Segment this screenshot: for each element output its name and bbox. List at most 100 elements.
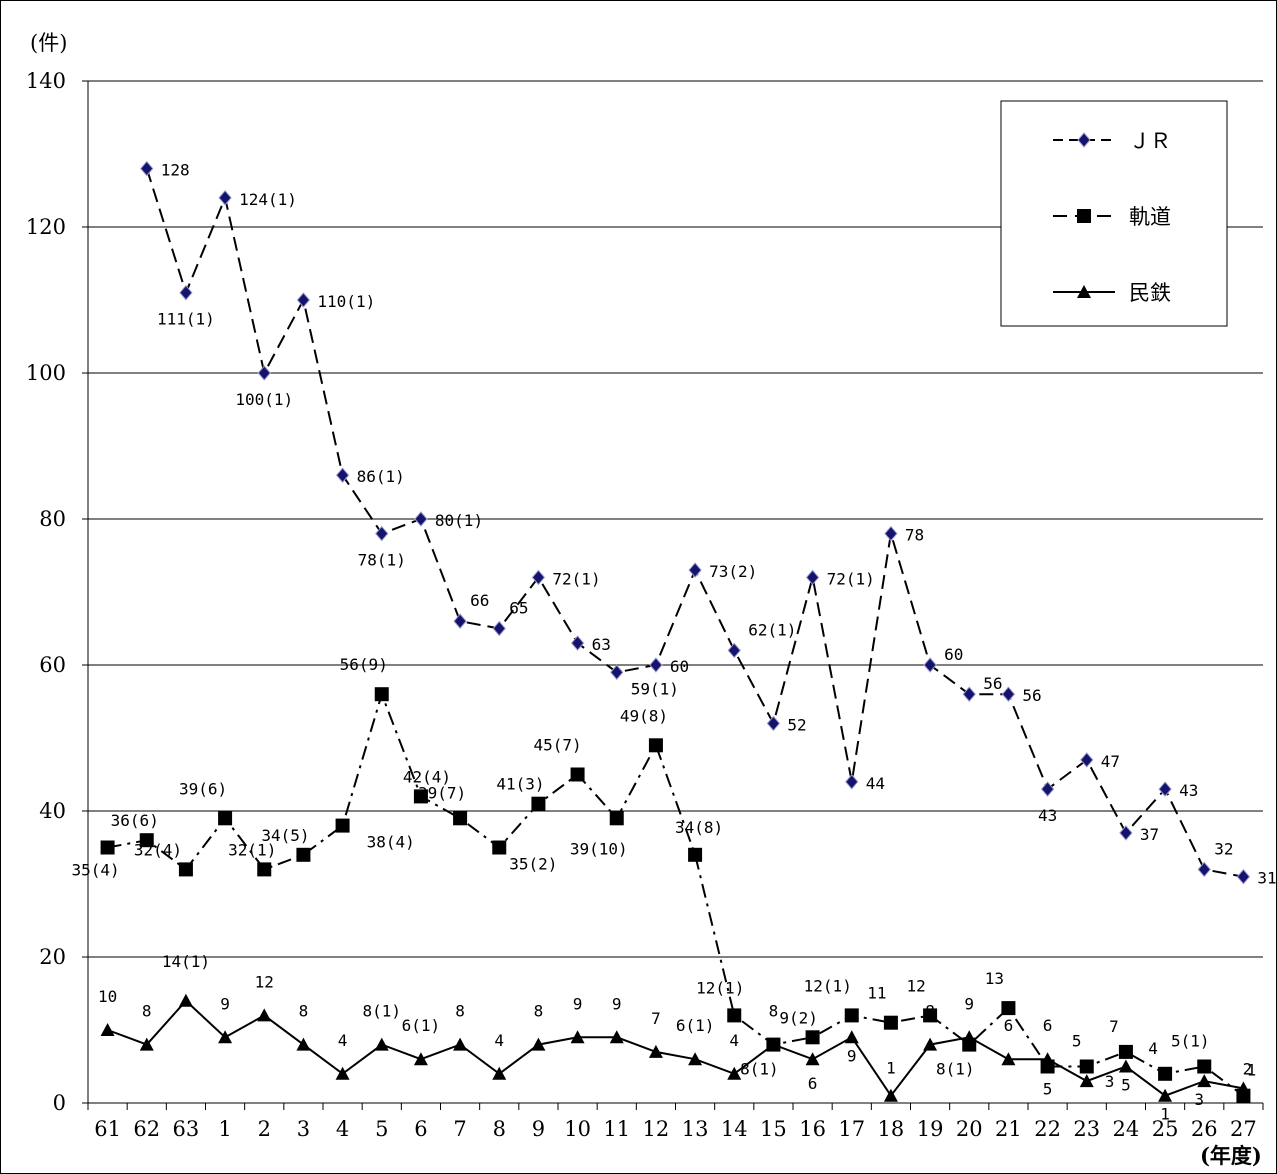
data-point [844, 1008, 859, 1023]
data-point [610, 664, 624, 681]
data-point [1001, 1001, 1016, 1016]
data-point [100, 840, 115, 855]
data-point [296, 1037, 311, 1051]
data-label: 78 [905, 526, 924, 545]
data-point [805, 569, 820, 586]
data-point [218, 190, 232, 206]
data-label: 111(1) [157, 310, 215, 329]
data-point [140, 160, 154, 177]
x-tick-label: 17 [838, 1117, 865, 1141]
x-tick-label: 7 [453, 1117, 466, 1141]
data-point [570, 767, 585, 782]
data-label: 41(3) [496, 775, 544, 794]
data-label: 3 [1105, 1072, 1115, 1091]
y-axis-unit: (件) [30, 31, 67, 55]
data-point [570, 635, 585, 651]
data-point [805, 1030, 820, 1045]
data-point [923, 1008, 938, 1023]
data-label: 36(6) [111, 811, 159, 830]
data-label: 35(2) [509, 855, 557, 874]
x-tick-label: 62 [133, 1117, 160, 1141]
data-label: 8 [299, 1002, 309, 1021]
data-label: 9(2) [779, 1008, 818, 1027]
data-label: 39(6) [179, 779, 227, 798]
data-label: 8 [534, 1002, 544, 1021]
data-point [688, 562, 702, 578]
data-point [453, 811, 468, 826]
y-tick-label: 120 [26, 215, 66, 239]
data-label: 8 [925, 1002, 935, 1021]
data-label: 6(1) [402, 1016, 441, 1035]
data-label: 6 [808, 1074, 818, 1093]
data-point [453, 1037, 468, 1051]
data-point [179, 284, 193, 301]
data-label: 86(1) [357, 467, 405, 486]
data-point [766, 715, 781, 732]
data-label: 110(1) [317, 292, 375, 311]
data-point [884, 525, 898, 542]
data-label: 56 [983, 674, 1002, 693]
data-point [962, 1030, 977, 1044]
data-point [727, 1066, 742, 1080]
data-point [727, 1008, 742, 1023]
data-label: 72(1) [552, 569, 600, 588]
data-label: 43 [1038, 806, 1057, 825]
data-point [178, 993, 193, 1007]
data-point [844, 1030, 859, 1044]
x-tick-label: 16 [799, 1117, 826, 1141]
data-point [335, 818, 350, 833]
x-tick-label: 2 [258, 1117, 271, 1141]
data-label: 37 [1140, 825, 1159, 844]
data-label: 6(1) [676, 1016, 715, 1035]
data-point [1079, 1059, 1094, 1074]
data-point [492, 620, 506, 637]
data-label: 14(1) [162, 952, 210, 971]
x-tick-label: 24 [1113, 1117, 1140, 1141]
data-point [923, 657, 937, 673]
data-label: 13 [985, 969, 1004, 988]
data-point [296, 847, 311, 862]
data-point [962, 686, 976, 702]
legend-box [1000, 100, 1228, 327]
data-label: 8(1) [740, 1060, 779, 1079]
data-label: 60 [670, 657, 689, 676]
data-point [414, 511, 428, 527]
legend-marker [1077, 132, 1091, 148]
data-point [218, 1030, 233, 1044]
data-label: 12 [906, 976, 925, 995]
data-point [648, 1044, 663, 1058]
data-point [648, 738, 663, 753]
data-point [296, 292, 311, 308]
x-tick-label: 1 [218, 1117, 231, 1141]
data-point [413, 789, 428, 804]
x-tick-label: 5 [375, 1117, 388, 1141]
legend-marker [1077, 209, 1091, 223]
data-label: 63 [592, 635, 611, 654]
data-point [1001, 1052, 1016, 1066]
data-label: 38(4) [367, 833, 415, 852]
x-tick-label: 21 [995, 1117, 1022, 1141]
data-point [570, 1030, 585, 1044]
data-point [883, 1088, 898, 1102]
data-label: 5 [1072, 1032, 1082, 1051]
data-label: 45(7) [533, 736, 581, 755]
data-label: 9 [220, 994, 230, 1013]
data-label: 9 [573, 994, 583, 1013]
data-point [139, 1037, 154, 1051]
data-point [727, 642, 741, 659]
data-point [845, 774, 859, 790]
data-point [1118, 1059, 1133, 1073]
data-label: 47 [1101, 752, 1120, 771]
data-label: 7 [1109, 1017, 1119, 1036]
data-label: 39(7) [418, 783, 466, 802]
data-label: 56 [1022, 686, 1041, 705]
data-point [1197, 861, 1211, 878]
data-label: 8 [769, 1002, 779, 1021]
data-label: 73(2) [709, 562, 757, 581]
x-tick-label: 25 [1152, 1117, 1179, 1141]
data-label: 31 [1257, 869, 1276, 888]
x-tick-label: 6 [414, 1117, 427, 1141]
